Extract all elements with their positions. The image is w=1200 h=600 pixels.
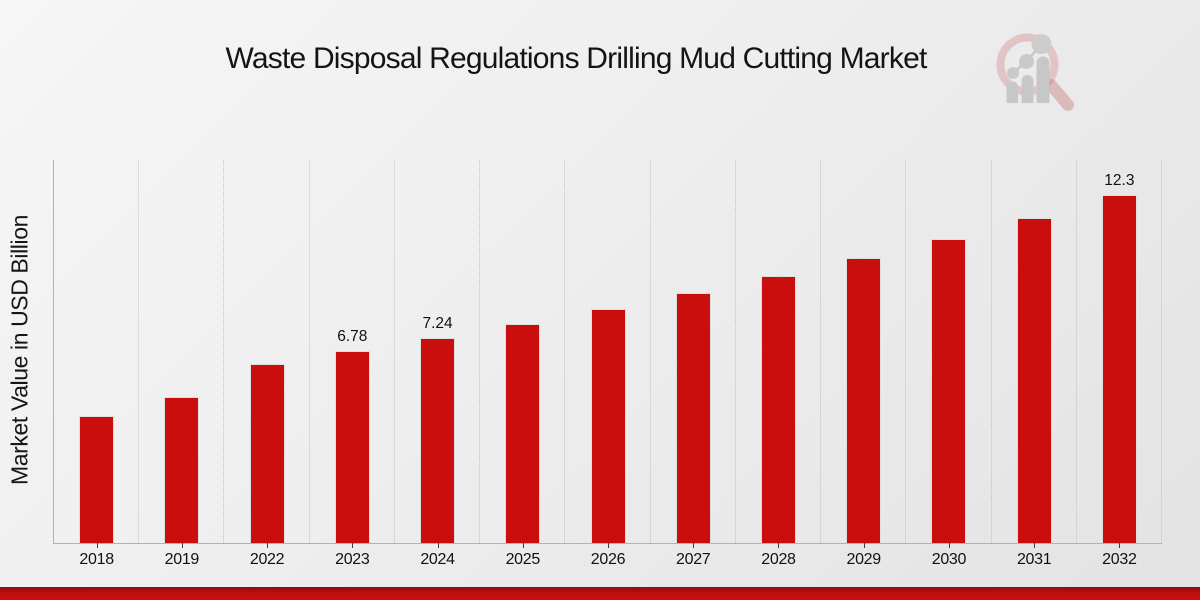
x-label-2031: 2031: [1016, 551, 1052, 568]
bar-2023: [334, 351, 370, 543]
gridline: [308, 160, 310, 543]
gridline: [393, 160, 395, 543]
gridline: [820, 160, 822, 543]
gridline: [990, 160, 992, 543]
bar-2022: [249, 364, 285, 543]
x-axis-tick: [1119, 543, 1121, 548]
chart-title: Waste Disposal Regulations Drilling Mud …: [225, 42, 928, 75]
plot-area: 2018 2019 2022 2023 6.78 2024 7.24 2025 2026 2027…: [53, 160, 1162, 568]
bar-2030: [931, 238, 967, 543]
x-label-2029: 2029: [846, 551, 881, 568]
gridline: [1075, 160, 1077, 543]
logo-bars: [1006, 56, 1050, 103]
bar-2019: [164, 396, 200, 543]
footer-accent-bar: [0, 587, 1200, 600]
bar-2026: [590, 309, 626, 543]
magnifier-handle: [1045, 79, 1074, 111]
bar-2032: [1101, 195, 1137, 543]
x-axis-tick: [608, 543, 609, 548]
x-axis-tick: [863, 543, 865, 548]
x-label-2022: 2022: [249, 551, 285, 568]
bar-2027: [675, 293, 711, 543]
x-axis-tick: [96, 543, 98, 548]
x-label-2030: 2030: [931, 551, 967, 568]
logo-dot-large: [1031, 34, 1052, 54]
logo-dot-small: [1007, 67, 1019, 79]
x-label-2028: 2028: [761, 551, 796, 568]
x-axis-tick: [181, 543, 183, 548]
gridline: [649, 160, 651, 543]
x-axis-tick: [778, 543, 780, 548]
x-axis-tick: [437, 543, 439, 548]
x-axis-tick: [1034, 543, 1036, 548]
x-label-2026: 2026: [590, 551, 626, 568]
x-axis-tick: [267, 543, 269, 548]
gridline: [734, 160, 736, 543]
gridline: [905, 160, 907, 543]
x-label-2025: 2025: [505, 551, 541, 568]
bar-2029: [846, 258, 882, 543]
gridline: [223, 160, 225, 543]
x-label-2027: 2027: [676, 551, 711, 568]
x-label-2032: 2032: [1102, 551, 1137, 568]
bar-2028: [760, 276, 796, 543]
gridline: [479, 160, 481, 543]
x-axis-tick: [693, 543, 695, 548]
bar-2024: [420, 338, 456, 543]
x-axis-tick: [352, 543, 354, 548]
bar-value-label-2024: 7.24: [422, 315, 453, 333]
x-label-2018: 2018: [79, 551, 114, 568]
bar-value-label-2032: 12.3: [1104, 172, 1135, 190]
bar-value-label-2023: 6.78: [337, 328, 368, 346]
gridline: [564, 160, 566, 543]
logo-dot-medium: [1019, 54, 1034, 69]
gridline: [1161, 160, 1162, 543]
x-axis-tick: [522, 543, 524, 548]
bar-2025: [505, 324, 541, 543]
x-label-2024: 2024: [420, 551, 455, 568]
x-label-2023: 2023: [335, 551, 370, 568]
bar-2031: [1016, 217, 1052, 543]
bar-2018: [79, 416, 115, 543]
x-axis-tick: [948, 543, 950, 548]
brand-logo-magnifier-chart-icon: [996, 33, 1074, 111]
x-label-2019: 2019: [164, 551, 200, 568]
y-axis-label: Market Value in USD Billion: [6, 215, 33, 485]
gridline: [138, 160, 140, 543]
